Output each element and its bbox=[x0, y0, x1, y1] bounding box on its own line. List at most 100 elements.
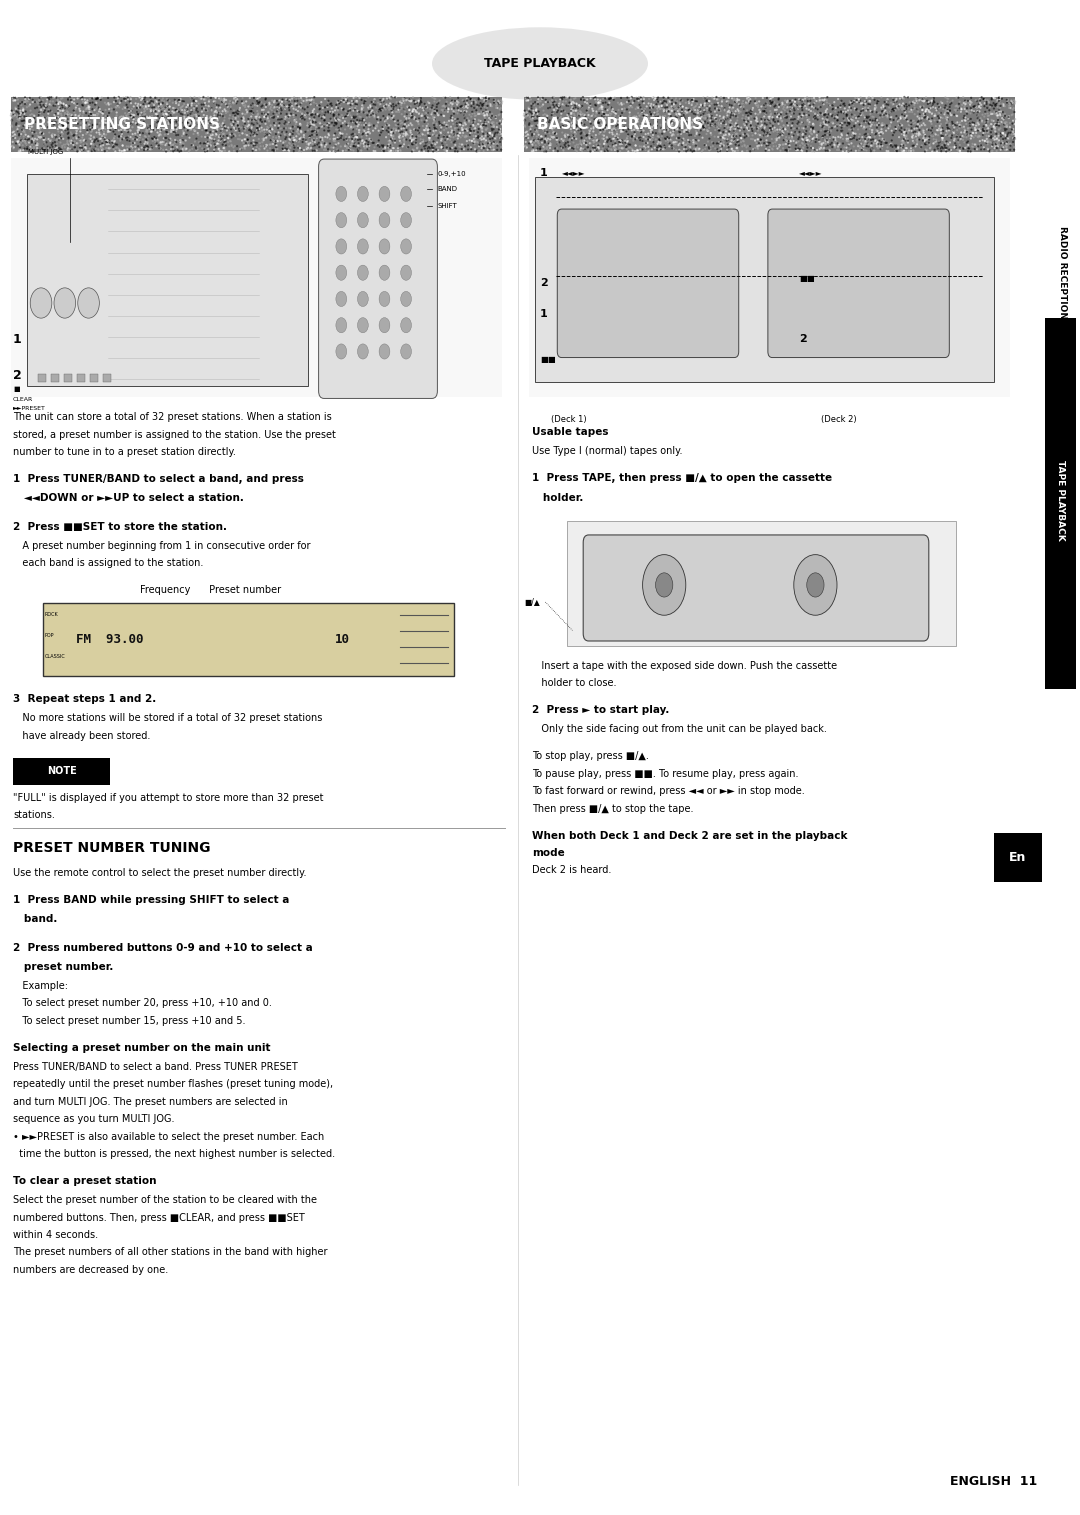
Point bbox=[804, 94, 821, 118]
Point bbox=[750, 123, 767, 147]
Point bbox=[558, 103, 576, 127]
Point bbox=[154, 108, 172, 132]
Point bbox=[773, 109, 791, 133]
Point bbox=[343, 95, 361, 120]
Point bbox=[283, 86, 300, 111]
Point bbox=[444, 136, 461, 161]
Point bbox=[684, 88, 701, 112]
Point bbox=[642, 126, 659, 150]
Point bbox=[449, 123, 467, 147]
Point bbox=[843, 118, 861, 142]
Point bbox=[589, 135, 606, 159]
Point bbox=[251, 105, 268, 129]
Point bbox=[568, 97, 585, 121]
Point bbox=[410, 86, 428, 111]
Point bbox=[476, 92, 494, 117]
Point bbox=[671, 120, 688, 144]
Point bbox=[813, 127, 831, 152]
Point bbox=[168, 135, 186, 159]
Point bbox=[374, 115, 391, 139]
Point bbox=[923, 94, 941, 118]
Point bbox=[623, 124, 640, 148]
Point bbox=[920, 126, 937, 150]
Point bbox=[708, 115, 726, 139]
Point bbox=[980, 105, 997, 129]
Point bbox=[869, 89, 887, 114]
Point bbox=[637, 123, 654, 147]
Point bbox=[575, 129, 592, 153]
Point bbox=[919, 138, 936, 162]
Point bbox=[362, 103, 379, 127]
Point bbox=[733, 135, 751, 159]
Point bbox=[586, 85, 604, 109]
Point bbox=[100, 105, 118, 129]
Point bbox=[492, 88, 510, 112]
Point bbox=[768, 97, 785, 121]
Point bbox=[985, 97, 1002, 121]
Point bbox=[8, 123, 25, 147]
Point bbox=[664, 98, 681, 123]
Point bbox=[742, 103, 759, 127]
Point bbox=[602, 133, 619, 158]
Point bbox=[794, 123, 811, 147]
Point bbox=[879, 105, 896, 129]
Point bbox=[351, 111, 368, 135]
Point bbox=[878, 103, 895, 127]
Point bbox=[729, 88, 746, 112]
Point bbox=[687, 89, 704, 114]
Point bbox=[540, 95, 557, 120]
Point bbox=[193, 97, 211, 121]
Point bbox=[743, 109, 760, 133]
Point bbox=[197, 91, 214, 115]
Point bbox=[887, 108, 904, 132]
Point bbox=[59, 121, 77, 145]
Point bbox=[594, 97, 611, 121]
Point bbox=[149, 102, 166, 126]
Point bbox=[524, 132, 541, 156]
Point bbox=[62, 120, 79, 144]
Point bbox=[22, 124, 39, 148]
Point bbox=[582, 92, 599, 117]
Point bbox=[281, 98, 298, 123]
Point bbox=[490, 117, 508, 141]
Point bbox=[1003, 123, 1021, 147]
Point bbox=[874, 100, 891, 124]
Point bbox=[229, 127, 246, 152]
Point bbox=[583, 108, 600, 132]
Text: ■: ■ bbox=[13, 386, 19, 392]
Point bbox=[55, 97, 72, 121]
Point bbox=[458, 91, 475, 115]
Point bbox=[890, 135, 907, 159]
Point bbox=[812, 130, 829, 155]
Point bbox=[444, 91, 461, 115]
Point bbox=[659, 117, 676, 141]
Point bbox=[103, 115, 120, 139]
Point bbox=[171, 100, 188, 124]
Point bbox=[382, 123, 400, 147]
Point bbox=[359, 120, 376, 144]
Point bbox=[534, 94, 551, 118]
Point bbox=[414, 129, 431, 153]
Point bbox=[713, 112, 730, 136]
Point bbox=[475, 139, 492, 164]
Point bbox=[860, 123, 877, 147]
Point bbox=[748, 127, 766, 152]
Point bbox=[939, 109, 956, 133]
Point bbox=[596, 129, 613, 153]
Point bbox=[333, 121, 350, 145]
Point bbox=[729, 115, 746, 139]
Point bbox=[914, 106, 931, 130]
Point bbox=[936, 133, 954, 158]
Point bbox=[348, 117, 365, 141]
Point bbox=[297, 120, 314, 144]
Point bbox=[836, 108, 853, 132]
Point bbox=[897, 97, 915, 121]
Point bbox=[840, 95, 858, 120]
Point bbox=[71, 120, 89, 144]
Point bbox=[490, 91, 508, 115]
Point bbox=[686, 115, 703, 139]
Point bbox=[127, 138, 145, 162]
Point bbox=[991, 103, 1009, 127]
Point bbox=[157, 111, 174, 135]
Point bbox=[632, 102, 649, 126]
